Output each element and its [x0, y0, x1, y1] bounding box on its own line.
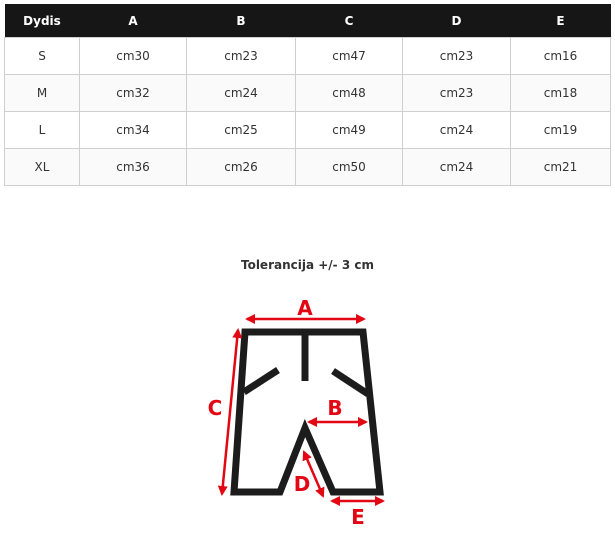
measurement-cell: cm16: [510, 37, 611, 75]
header-size: Dydis: [4, 4, 80, 38]
size-cell: M: [4, 74, 80, 112]
header-d: D: [402, 4, 511, 38]
measurement-cell: cm23: [402, 74, 511, 112]
header-e: E: [510, 4, 611, 38]
table-row: XL cm36 cm26 cm50 cm24 cm21: [4, 148, 611, 186]
table-header-row: Dydis A B C D E: [4, 4, 611, 38]
measurement-cell: cm34: [79, 111, 187, 149]
measurement-cell: cm49: [295, 111, 403, 149]
measurement-cell: cm21: [510, 148, 611, 186]
arrow-c: [217, 328, 243, 496]
left-pocket: [242, 367, 280, 395]
right-pocket: [331, 368, 370, 397]
header-c: C: [295, 4, 403, 38]
arrow-d: [302, 450, 325, 498]
measurement-cell: cm50: [295, 148, 403, 186]
measurement-cell: cm18: [510, 74, 611, 112]
measurement-cell: cm32: [79, 74, 187, 112]
label-a: A: [297, 296, 313, 320]
measurement-cell: cm24: [402, 148, 511, 186]
measurement-cell: cm30: [79, 37, 187, 75]
measurement-cell: cm36: [79, 148, 187, 186]
tolerance-note: Tolerancija +/- 3 cm: [240, 258, 374, 272]
header-b: B: [186, 4, 296, 38]
header-a: A: [79, 4, 187, 38]
measurement-cell: cm26: [186, 148, 296, 186]
measurement-cell: cm48: [295, 74, 403, 112]
label-b: B: [327, 396, 342, 420]
measurement-cell: cm25: [186, 111, 296, 149]
measurement-cell: cm19: [510, 111, 611, 149]
measurement-cell: cm23: [186, 37, 296, 75]
label-c: C: [208, 396, 223, 420]
label-d: D: [294, 472, 311, 496]
measurement-cell: cm24: [402, 111, 511, 149]
label-e: E: [351, 505, 365, 529]
size-cell: XL: [4, 148, 80, 186]
measurement-cell: cm24: [186, 74, 296, 112]
